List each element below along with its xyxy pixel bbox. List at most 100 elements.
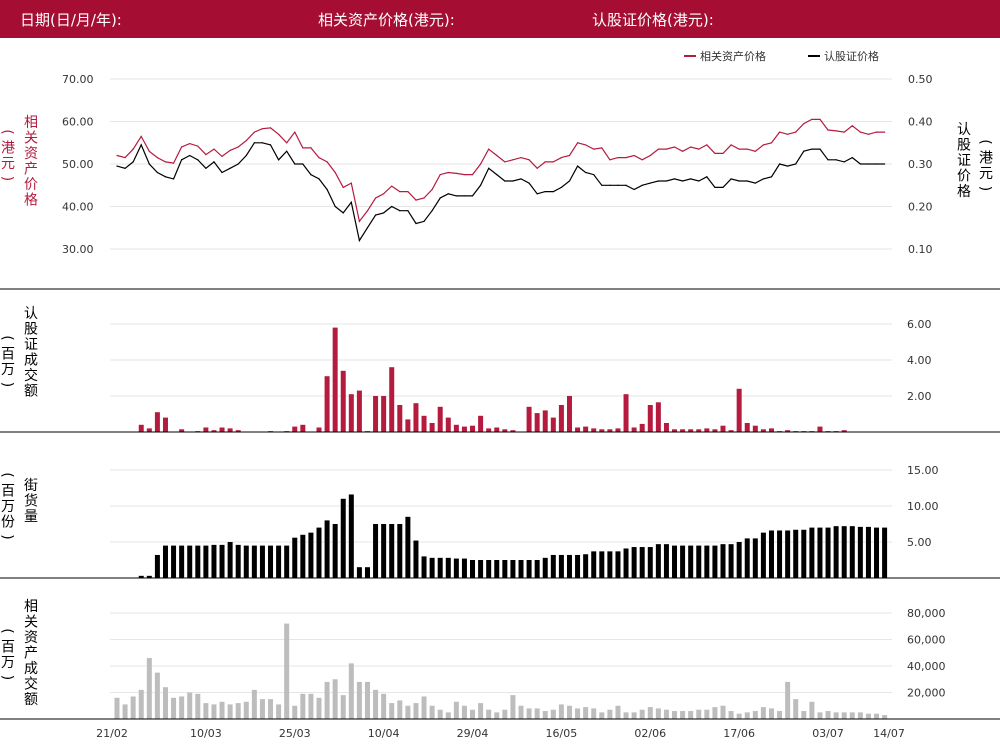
bar: [607, 429, 613, 432]
series-point: [189, 143, 191, 145]
series-point: [245, 140, 247, 142]
bar: [688, 429, 694, 432]
series-point: [528, 182, 530, 184]
series-point: [706, 176, 708, 178]
series-point: [326, 188, 328, 191]
ylabel-char: 百: [1, 347, 15, 363]
bar: [857, 526, 863, 578]
bar: [348, 663, 354, 719]
ylabel-char: 产: [24, 162, 38, 178]
ylabel-char: 格: [957, 184, 971, 200]
bar: [429, 423, 435, 432]
series-point: [286, 142, 288, 144]
series-point: [302, 163, 304, 165]
series-point: [884, 163, 886, 165]
bar: [566, 705, 572, 719]
ytick-right: 0.20: [908, 201, 933, 214]
series-point: [536, 193, 538, 195]
bar: [518, 705, 524, 719]
series-point: [156, 171, 158, 174]
bar: [195, 545, 201, 578]
series-point: [172, 162, 175, 164]
warrant-price-label: 认股证价格(港元):: [592, 11, 714, 29]
ylabel-char: ): [977, 186, 993, 191]
bar: [470, 560, 476, 578]
bar: [138, 575, 144, 578]
series-point: [649, 154, 651, 157]
bar: [397, 700, 403, 719]
bar: [647, 707, 653, 719]
ylabel-bar-unit: (百万): [0, 335, 15, 387]
series-point: [261, 142, 264, 144]
series-point: [197, 159, 199, 161]
bar: [373, 396, 379, 432]
series-point: [560, 157, 563, 159]
ylabel-char: 认: [24, 306, 38, 322]
bar: [680, 545, 686, 578]
bar: [308, 532, 314, 578]
bar: [760, 532, 766, 578]
series-point: [641, 184, 643, 186]
series-point: [148, 150, 150, 152]
bar: [308, 693, 314, 719]
ytick-left: 60.00: [62, 116, 94, 129]
ylabel-char: 相: [24, 599, 38, 615]
series-point: [181, 146, 183, 148]
ylabel-char: 股: [24, 322, 38, 338]
series-point: [803, 123, 805, 125]
bar: [550, 554, 556, 578]
ytick-left: 30.00: [62, 243, 94, 256]
bar: [833, 712, 839, 719]
series-point: [237, 163, 239, 165]
series-point: [835, 159, 837, 161]
bar: [235, 544, 241, 578]
bar: [631, 547, 637, 578]
bar: [332, 524, 338, 578]
bar: [550, 709, 556, 719]
ylabel-char: 交: [24, 367, 38, 384]
ylabel-char: 证: [957, 153, 971, 169]
bar: [211, 430, 217, 432]
series-point: [391, 185, 393, 187]
bar: [760, 707, 766, 719]
bar: [583, 707, 589, 719]
bar: [316, 697, 322, 719]
series-point: [221, 171, 223, 174]
bar: [187, 692, 193, 719]
bar: [235, 703, 241, 719]
series-point: [698, 148, 700, 150]
bar: [324, 520, 330, 578]
ylabel-char: 港: [979, 151, 993, 167]
bar: [478, 415, 484, 432]
bar: [421, 415, 427, 432]
bar: [227, 428, 233, 432]
series-point: [746, 148, 748, 150]
ylabel-char: 百: [1, 484, 15, 500]
ylabel-char: ): [0, 534, 15, 539]
bar: [849, 526, 855, 578]
series-point: [447, 193, 449, 195]
bar: [663, 423, 669, 432]
bar: [381, 693, 387, 719]
series-point: [512, 159, 514, 161]
series-point: [463, 174, 466, 176]
bar: [389, 703, 395, 719]
bar: [882, 715, 888, 719]
bar: [663, 544, 669, 578]
bar: [510, 430, 516, 432]
series-point: [568, 180, 571, 182]
bar: [744, 712, 750, 719]
series-point: [439, 197, 441, 199]
bar: [389, 367, 395, 432]
bar: [623, 548, 629, 578]
ylabel-char: 万: [1, 362, 15, 378]
bar: [162, 687, 168, 719]
series-point: [261, 128, 264, 130]
ylabel-char: 证: [24, 337, 38, 353]
ylabel-char: (: [0, 628, 15, 633]
bar: [292, 705, 298, 719]
bar: [154, 554, 160, 578]
bar: [130, 696, 136, 719]
bar: [768, 530, 774, 578]
